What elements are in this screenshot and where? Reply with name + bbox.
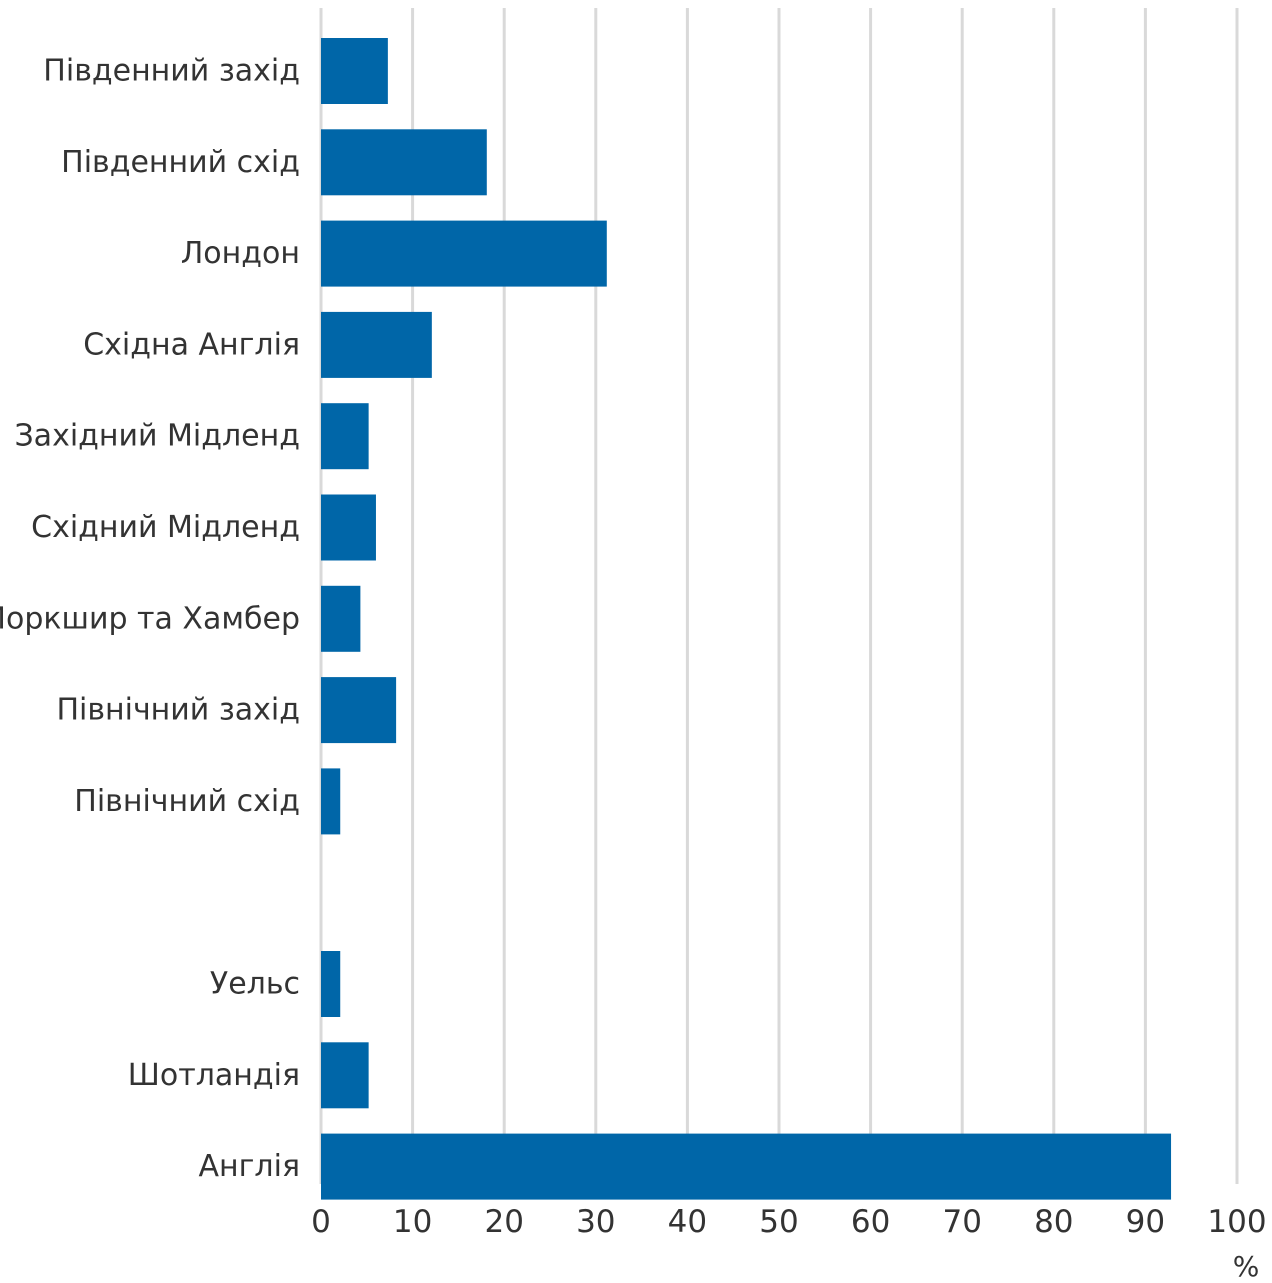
x-tick-label: 80 (1034, 1204, 1073, 1240)
bar (321, 1042, 369, 1109)
category-label: Йоркшир та Хамбер (0, 600, 300, 636)
bar (321, 38, 388, 104)
category-label: Англія (199, 1149, 300, 1184)
bars (321, 38, 1172, 1200)
bar (321, 403, 369, 470)
x-tick-label: 50 (759, 1204, 798, 1240)
bar (321, 311, 432, 378)
bar (321, 220, 607, 287)
x-tick-label: 20 (484, 1204, 523, 1240)
bar (321, 494, 376, 561)
x-tick-label: 30 (576, 1204, 615, 1240)
category-label: Північний захід (56, 693, 300, 728)
x-tick-label: 90 (1126, 1204, 1165, 1240)
x-axis-tick-labels: 0 10 20 30 40 50 60 70 80 90 100 (311, 1204, 1266, 1240)
bar (321, 1133, 1172, 1200)
x-tick-label: 100 (1207, 1204, 1266, 1240)
x-tick-label: 70 (942, 1204, 981, 1240)
bar (321, 129, 487, 196)
category-label: Шотландія (128, 1058, 300, 1093)
category-label: Південний захід (43, 54, 300, 89)
bar (321, 677, 397, 744)
category-labels: Південний захід Південний схід Лондон Східн… (0, 54, 300, 1185)
category-label: Південний схід (61, 145, 300, 180)
bar (321, 768, 341, 835)
x-tick-label: 0 (311, 1204, 331, 1240)
category-label: Північний схід (74, 784, 300, 819)
category-label: Східний Мідленд (31, 510, 300, 545)
category-label: Західний Мідленд (14, 419, 300, 454)
x-tick-label: 40 (668, 1204, 707, 1240)
category-label: Уельс (210, 967, 300, 1002)
x-axis-unit-label: % (1233, 1250, 1260, 1283)
category-label: Східна Англія (83, 327, 300, 362)
bar (321, 951, 341, 1017)
x-tick-label: 10 (393, 1204, 432, 1240)
x-tick-label: 60 (851, 1204, 890, 1240)
category-label: Лондон (181, 236, 300, 271)
gridlines (319, 8, 1239, 1184)
bar (321, 585, 361, 652)
